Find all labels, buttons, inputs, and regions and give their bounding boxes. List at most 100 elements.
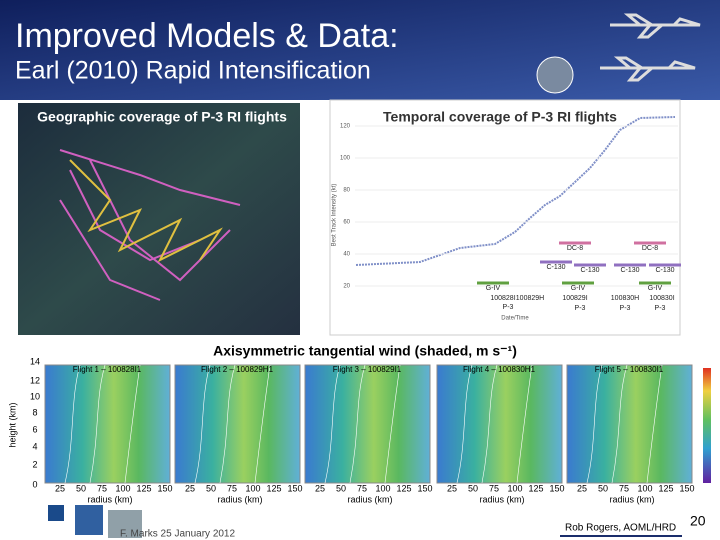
temporal-y-label: Best Track Intensity (kt) <box>332 184 338 247</box>
x-tick-label: 25 <box>577 483 587 493</box>
x-tick-label: 50 <box>76 483 86 493</box>
intensity-line <box>355 116 676 266</box>
x-tick-label: 150 <box>679 483 694 493</box>
y-tick-label: 80 <box>343 188 350 194</box>
page-number: 20 <box>690 513 706 529</box>
header-band <box>0 0 720 100</box>
annotation: 100830H <box>611 295 639 302</box>
x-axis-label: radius (km) <box>347 494 392 504</box>
x-tick-label: 125 <box>658 483 673 493</box>
y-tick-label: 100 <box>340 156 351 162</box>
contour-lines <box>456 364 533 484</box>
x-tick-label: 75 <box>227 483 237 493</box>
x-tick-label: 150 <box>549 483 564 493</box>
annotation: C-130 <box>580 267 599 274</box>
y-tick-label: 40 <box>343 252 350 258</box>
wind-y-label: height (km) <box>7 402 17 447</box>
contour-lines <box>324 364 401 484</box>
x-tick-label: 75 <box>489 483 499 493</box>
temporal-title: Temporal coverage of P-3 RI flights <box>383 109 617 125</box>
x-tick-label: 150 <box>287 483 302 493</box>
contour-panel <box>44 364 171 484</box>
annotation: P-3 <box>575 305 586 312</box>
annotation: 100829H <box>516 295 544 302</box>
x-axis-label: radius (km) <box>609 494 654 504</box>
temporal-chart <box>329 99 681 336</box>
x-tick-label: 75 <box>357 483 367 493</box>
annotation: 100828I <box>490 295 515 302</box>
annotation: DC-8 <box>642 245 658 252</box>
flight-tracks <box>59 149 241 301</box>
contour-lines <box>64 364 141 484</box>
aircraft-icon <box>600 56 696 82</box>
aircraft-icon <box>610 13 701 39</box>
map-caption: Geographic coverage of P-3 RI flights <box>37 109 287 125</box>
annotation: P-3 <box>620 305 631 312</box>
footer-right: Rob Rogers, AOML/HRD <box>565 523 676 534</box>
contour-lines <box>194 364 271 484</box>
x-tick-label: 100 <box>375 483 390 493</box>
contour-panel <box>304 364 431 484</box>
y-tick-label: 14 <box>30 356 40 366</box>
colorbar <box>703 368 711 483</box>
annotation: C-130 <box>546 264 565 271</box>
annotation: P-3 <box>503 304 514 311</box>
x-tick-label: 50 <box>336 483 346 493</box>
x-tick-label: 125 <box>528 483 543 493</box>
annotation: G-IV <box>571 285 586 292</box>
x-tick-label: 125 <box>136 483 151 493</box>
x-tick-label: 50 <box>206 483 216 493</box>
y-tick-label: 0 <box>32 479 37 489</box>
panel-title: Flight 1 – 100828I1 <box>73 365 142 374</box>
slide-title: Improved Models & Data: <box>15 17 399 55</box>
x-tick-label: 75 <box>97 483 107 493</box>
panel-title: Flight 3 – 100829I1 <box>333 365 402 374</box>
contour-panel <box>174 364 301 484</box>
y-tick-label: 12 <box>30 375 40 385</box>
x-tick-label: 150 <box>157 483 172 493</box>
y-tick-label: 6 <box>32 424 37 434</box>
contour-panel <box>566 364 693 484</box>
x-tick-label: 150 <box>417 483 432 493</box>
x-tick-label: 25 <box>55 483 65 493</box>
panel-title: Flight 5 – 100830I1 <box>595 365 664 374</box>
logo <box>48 505 64 521</box>
annotation: C-130 <box>620 267 639 274</box>
annotation: P-3 <box>655 305 666 312</box>
map-image <box>18 103 300 335</box>
wind-title: Axisymmetric tangential wind (shaded, m … <box>213 343 517 359</box>
contour-lines <box>586 364 663 484</box>
x-tick-label: 100 <box>115 483 130 493</box>
x-tick-label: 125 <box>266 483 281 493</box>
x-tick-label: 100 <box>507 483 522 493</box>
x-tick-label: 50 <box>468 483 478 493</box>
x-tick-label: 100 <box>637 483 652 493</box>
annotation: G-IV <box>486 285 501 292</box>
x-axis-label: radius (km) <box>479 494 524 504</box>
x-axis-label: radius (km) <box>217 494 262 504</box>
annotation: C-130 <box>655 267 674 274</box>
y-tick-label: 8 <box>32 407 37 417</box>
x-axis-label: radius (km) <box>87 494 132 504</box>
hurricane-image <box>536 56 574 94</box>
x-tick-label: 125 <box>396 483 411 493</box>
x-tick-label: 50 <box>598 483 608 493</box>
y-tick-label: 10 <box>30 391 40 401</box>
y-tick-label: 20 <box>343 284 350 290</box>
contour-panel <box>436 364 563 484</box>
slide-subtitle: Earl (2010) Rapid Intensification <box>15 57 371 85</box>
y-tick-label: 60 <box>343 220 350 226</box>
x-tick-label: 100 <box>245 483 260 493</box>
x-tick-label: 25 <box>315 483 325 493</box>
logo <box>75 505 103 535</box>
y-tick-label: 4 <box>32 441 37 451</box>
logo <box>108 510 142 538</box>
annotation: 100830I <box>649 295 674 302</box>
panel-title: Flight 2 – 100829H1 <box>201 365 274 374</box>
y-tick-label: 120 <box>340 124 351 130</box>
x-tick-label: 75 <box>619 483 629 493</box>
flight-tracks <box>69 159 223 263</box>
temporal-x-label: Date/Time <box>501 316 529 322</box>
